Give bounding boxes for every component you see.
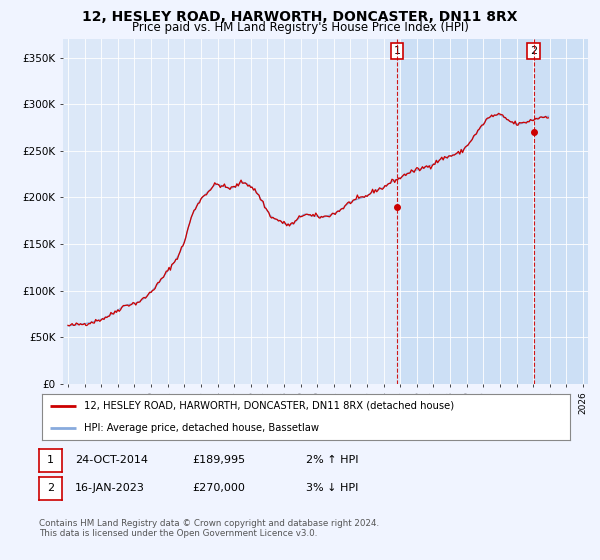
Text: Contains HM Land Registry data © Crown copyright and database right 2024.
This d: Contains HM Land Registry data © Crown c… xyxy=(39,519,379,538)
Text: 16-JAN-2023: 16-JAN-2023 xyxy=(75,483,145,493)
Text: £189,995: £189,995 xyxy=(192,455,245,465)
Text: 1: 1 xyxy=(47,455,54,465)
Text: 2% ↑ HPI: 2% ↑ HPI xyxy=(306,455,359,465)
Text: 12, HESLEY ROAD, HARWORTH, DONCASTER, DN11 8RX: 12, HESLEY ROAD, HARWORTH, DONCASTER, DN… xyxy=(82,10,518,24)
Text: 2: 2 xyxy=(47,483,54,493)
Text: HPI: Average price, detached house, Bassetlaw: HPI: Average price, detached house, Bass… xyxy=(84,423,319,433)
Text: 1: 1 xyxy=(394,46,401,56)
Text: 2: 2 xyxy=(530,46,538,56)
Text: 3% ↓ HPI: 3% ↓ HPI xyxy=(306,483,358,493)
Text: £270,000: £270,000 xyxy=(192,483,245,493)
Text: 24-OCT-2014: 24-OCT-2014 xyxy=(75,455,148,465)
Text: 12, HESLEY ROAD, HARWORTH, DONCASTER, DN11 8RX (detached house): 12, HESLEY ROAD, HARWORTH, DONCASTER, DN… xyxy=(84,400,454,410)
Text: Price paid vs. HM Land Registry's House Price Index (HPI): Price paid vs. HM Land Registry's House … xyxy=(131,21,469,34)
Bar xyxy=(400,39,592,384)
